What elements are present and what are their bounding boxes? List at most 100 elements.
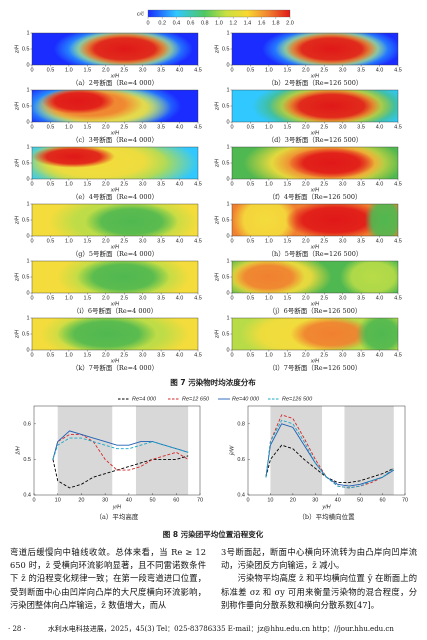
x-tick-label: 2.0	[102, 238, 110, 244]
x-tick-label: 2.0	[302, 295, 310, 301]
x-tick-label: 4.5	[394, 238, 402, 244]
panel-caption: （f）4号断面（Re=126 500）	[268, 192, 361, 201]
x-tick-label: 2.0	[102, 181, 110, 187]
x-tick-label: 0	[30, 238, 33, 244]
x-tick-label: 2.0	[102, 295, 110, 301]
panel-caption: （b）2号断面（Re=126 500）	[268, 78, 363, 87]
x-tick-label: 3.0	[339, 124, 347, 130]
paragraph: 3号断面起，断面中心横向环流转为由凸岸向凹岸流动，污染团反方向输运，z̄ 减小。	[221, 547, 417, 571]
x-tick-label: 3.5	[157, 238, 165, 244]
series-line	[52, 437, 189, 460]
x-tick-label: 2.0	[102, 352, 110, 358]
x-tick-label: 1.5	[284, 238, 292, 244]
x-tick-label: 70	[402, 497, 408, 503]
x-tick-label: 4.5	[194, 352, 202, 358]
x-tick-label: 60	[173, 497, 179, 503]
colorbar-tick-label: 0	[146, 20, 149, 26]
x-tick-label: 0	[230, 238, 233, 244]
x-tick-label: 2.5	[320, 295, 328, 301]
x-tick-label: 3.0	[339, 295, 347, 301]
x-tick-label: 4.0	[176, 124, 184, 130]
x-tick-label: 4.5	[194, 238, 202, 244]
x-tick-label: 2.5	[320, 124, 328, 130]
y-tick-label: 0	[226, 233, 229, 239]
legend-label: Re=40 000	[232, 396, 260, 402]
x-tick-label: 3.0	[139, 67, 147, 73]
x-tick-label: 0	[30, 124, 33, 130]
heatmap-blob	[85, 204, 179, 236]
x-tick-label: 1.5	[284, 124, 292, 130]
y-axis-label: z/H	[214, 216, 220, 225]
y-axis-label: z/H	[14, 159, 20, 168]
x-tick-label: 1.0	[65, 124, 73, 130]
x-tick-label: 4.5	[394, 181, 402, 187]
x-tick-label: 1.5	[84, 352, 92, 358]
x-tick-label: 2.0	[302, 238, 310, 244]
x-tick-label: 0.5	[247, 295, 255, 301]
shaded-span	[135, 406, 189, 495]
x-tick-label: 2.5	[320, 67, 328, 73]
x-tick-label: 2.5	[120, 295, 128, 301]
heatmap	[232, 33, 398, 65]
x-tick-label: 1.5	[84, 67, 92, 73]
x-tick-label: 1.0	[65, 67, 73, 73]
x-tick-label: 4.5	[194, 181, 202, 187]
x-tick-label: 3.0	[139, 352, 147, 358]
heatmap	[232, 261, 398, 293]
x-tick-label: 3.5	[157, 124, 165, 130]
x-tick-label: 3.0	[339, 238, 347, 244]
heatmap	[232, 147, 398, 179]
panel-caption: （a）2号断面（Re=4 000）	[72, 78, 158, 87]
y-axis-label: z/H	[14, 216, 20, 225]
x-tick-label: 1.5	[84, 295, 92, 301]
colorbar-tick-label: 1.0	[215, 20, 223, 26]
shaded-span	[270, 406, 323, 495]
y-axis-label: z/H	[214, 273, 220, 282]
chart-caption: （b）平均横向位置	[298, 512, 355, 521]
shaded-span	[344, 406, 394, 495]
y-tick-label: 0.4	[23, 492, 31, 498]
y-tick-label: 0.5	[222, 46, 230, 52]
x-tick-label: 1.0	[65, 238, 73, 244]
x-tick-label: 4.5	[394, 352, 402, 358]
y-tick-label: 0	[26, 290, 29, 296]
x-tick-label: 0.5	[247, 67, 255, 73]
x-axis-label: x/H	[110, 73, 119, 79]
heatmap-blob	[364, 204, 398, 236]
y-tick-label: 0.5	[22, 331, 30, 337]
colorbar-tick-label: 0.8	[201, 20, 209, 26]
x-tick-label: 0	[230, 352, 233, 358]
y-tick-label: 0	[26, 119, 29, 125]
heatmap-blob	[41, 90, 115, 114]
x-axis-label: x/H	[310, 73, 319, 79]
colorbar-tick-label: 0.6	[187, 20, 195, 26]
x-tick-label: 2.5	[320, 352, 328, 358]
y-axis-label: z/H	[214, 330, 220, 339]
x-tick-label: 4.0	[176, 295, 184, 301]
y-tick-label: 1	[26, 30, 29, 36]
heatmap-blob	[281, 90, 382, 122]
x-tick-label: 2.0	[302, 181, 310, 187]
x-tick-label: 0	[230, 295, 233, 301]
footer: · 28 · 水利水电科技进展，2025，45(3) Tel：025-837863…	[8, 624, 419, 634]
x-tick-label: 2.0	[302, 67, 310, 73]
y-tick-label: 0.5	[23, 457, 31, 463]
x-tick-label: 1.0	[65, 295, 73, 301]
x-tick-label: 0.5	[47, 352, 55, 358]
journal-info: 水利水电科技进展，2025，45(3) Tel：025-83786335 E-m…	[47, 625, 394, 633]
y-tick-label: 0	[226, 62, 229, 68]
heatmap-blob	[285, 33, 379, 65]
x-axis-label: x/H	[310, 130, 319, 136]
heatmap-blob	[356, 318, 398, 350]
panel-caption: （e）4号断面（Re=4 000）	[72, 192, 158, 201]
heatmap-blob	[232, 204, 299, 236]
x-tick-label: 1.0	[265, 352, 273, 358]
legend-label: Re=126 500	[282, 396, 313, 402]
x-tick-label: 4.0	[176, 67, 184, 73]
panel-caption: （i）6号断面（Re=4 000）	[73, 306, 158, 315]
heatmap-blob	[32, 147, 115, 168]
x-tick-label: 1.5	[284, 67, 292, 73]
x-tick-label: 0	[30, 295, 33, 301]
x-tick-label: 2.5	[120, 352, 128, 358]
y-tick-label: 1	[26, 315, 29, 321]
